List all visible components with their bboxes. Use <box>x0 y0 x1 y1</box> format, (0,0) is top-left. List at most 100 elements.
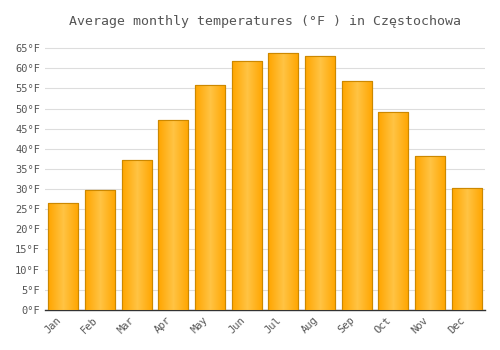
Bar <box>95 190 96 310</box>
Bar <box>432 156 433 310</box>
Bar <box>466 188 468 310</box>
Bar <box>324 56 325 310</box>
Bar <box>218 85 219 310</box>
Bar <box>185 120 186 310</box>
Bar <box>323 56 324 310</box>
Bar <box>288 52 290 310</box>
Bar <box>176 120 178 310</box>
Bar <box>242 62 244 310</box>
Bar <box>106 190 107 310</box>
Bar <box>200 85 201 310</box>
Bar <box>277 52 278 310</box>
Bar <box>94 190 95 310</box>
Bar <box>174 120 176 310</box>
Bar <box>184 120 186 310</box>
Bar <box>195 85 225 310</box>
Bar <box>296 52 298 310</box>
Bar <box>441 156 442 310</box>
Bar <box>73 203 74 310</box>
Bar <box>423 156 424 310</box>
Bar <box>316 56 317 310</box>
Bar <box>314 56 315 310</box>
Bar <box>144 160 146 310</box>
Bar <box>85 190 86 310</box>
Bar <box>309 56 310 310</box>
Bar <box>348 81 350 310</box>
Bar <box>210 85 211 310</box>
Bar <box>162 120 163 310</box>
Bar <box>68 203 69 310</box>
Bar <box>274 52 276 310</box>
Bar <box>333 56 334 310</box>
Bar <box>331 56 332 310</box>
Bar <box>452 188 482 310</box>
Bar <box>424 156 425 310</box>
Bar <box>360 81 362 310</box>
Bar <box>452 188 454 310</box>
Bar <box>421 156 422 310</box>
Bar <box>91 190 92 310</box>
Bar <box>307 56 308 310</box>
Bar <box>286 52 288 310</box>
Bar <box>197 85 198 310</box>
Bar <box>76 203 78 310</box>
Bar <box>165 120 166 310</box>
Bar <box>294 52 296 310</box>
Bar <box>273 52 274 310</box>
Bar <box>178 120 180 310</box>
Bar <box>65 203 66 310</box>
Bar <box>67 203 68 310</box>
Bar <box>205 85 206 310</box>
Bar <box>417 156 418 310</box>
Bar <box>48 203 78 310</box>
Bar <box>100 190 101 310</box>
Bar <box>222 85 223 310</box>
Bar <box>278 52 280 310</box>
Bar <box>48 203 49 310</box>
Bar <box>195 85 196 310</box>
Bar <box>114 190 115 310</box>
Bar <box>163 120 164 310</box>
Bar <box>332 56 333 310</box>
Bar <box>427 156 428 310</box>
Bar <box>252 62 254 310</box>
Bar <box>321 56 322 310</box>
Bar <box>52 203 53 310</box>
Bar <box>358 81 360 310</box>
Bar <box>213 85 214 310</box>
Bar <box>138 160 140 310</box>
Bar <box>122 160 152 310</box>
Bar <box>430 156 431 310</box>
Bar <box>378 112 408 310</box>
Bar <box>122 160 124 310</box>
Bar <box>415 156 445 310</box>
Bar <box>212 85 213 310</box>
Bar <box>428 156 429 310</box>
Bar <box>415 156 445 310</box>
Bar <box>418 156 419 310</box>
Bar <box>97 190 98 310</box>
Bar <box>60 203 61 310</box>
Bar <box>312 56 313 310</box>
Bar <box>437 156 438 310</box>
Bar <box>354 81 356 310</box>
Bar <box>61 203 62 310</box>
Bar <box>62 203 63 310</box>
Bar <box>356 81 358 310</box>
Title: Average monthly temperatures (°F ) in Częstochowa: Average monthly temperatures (°F ) in Cz… <box>69 15 461 28</box>
Bar <box>203 85 204 310</box>
Bar <box>51 203 52 310</box>
Bar <box>452 188 482 310</box>
Bar <box>181 120 182 310</box>
Bar <box>57 203 58 310</box>
Bar <box>204 85 205 310</box>
Bar <box>443 156 444 310</box>
Bar <box>186 120 188 310</box>
Bar <box>344 81 346 310</box>
Bar <box>66 203 67 310</box>
Bar <box>305 56 306 310</box>
Bar <box>390 112 392 310</box>
Bar <box>86 190 87 310</box>
Bar <box>342 81 344 310</box>
Bar <box>158 120 188 310</box>
